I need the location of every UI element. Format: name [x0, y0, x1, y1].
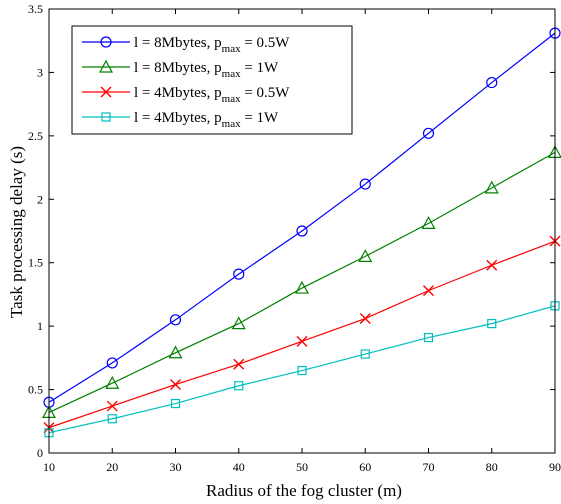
y-tick-label: 1.5	[28, 256, 43, 270]
data-point	[294, 280, 310, 294]
x-tick-label: 80	[486, 460, 498, 474]
y-axis-title: Task processing delay (s)	[7, 146, 26, 318]
data-point	[231, 316, 246, 330]
legend-label: l = 4Mbytes, pmax = 0.5W	[134, 85, 290, 105]
marker-stroke	[170, 379, 181, 390]
marker-stroke	[486, 259, 498, 271]
legend: l = 8Mbytes, pmax = 0.5W l = 8Mbytes, pma…	[71, 25, 353, 135]
series-line	[48, 32, 556, 403]
x-tick-label: 70	[423, 460, 435, 474]
marker-stroke	[106, 400, 118, 412]
legend-label: l = 8Mbytes, pmax = 0.5W	[134, 35, 290, 55]
legend-box	[71, 25, 353, 135]
data-point	[296, 225, 308, 237]
y-tick-label: 3	[37, 65, 43, 79]
legend-marker	[100, 86, 112, 98]
data-point	[358, 249, 373, 262]
legend-label: l = 8Mbytes, pmax = 1W	[134, 60, 279, 80]
legend-label: l = 4Mbytes, pmax = 1W	[134, 110, 279, 130]
x-axis-title: Radius of the fog cluster (m)	[206, 481, 402, 500]
data-point	[170, 379, 181, 390]
marker-stroke	[423, 285, 434, 297]
x-tick-label: 20	[106, 460, 118, 474]
data-point	[360, 349, 370, 359]
data-point	[486, 259, 498, 271]
x-tick-label: 90	[549, 460, 561, 474]
x-tick-label: 50	[296, 460, 308, 474]
y-tick-label: 1	[37, 319, 43, 333]
data-point	[421, 216, 436, 229]
series-layer	[41, 27, 561, 438]
marker-stroke	[296, 335, 308, 347]
data-point	[170, 398, 181, 409]
data-point	[105, 375, 120, 389]
data-point	[234, 381, 244, 391]
data-point	[107, 414, 117, 424]
data-point	[423, 332, 434, 343]
x-tick-label: 10	[43, 460, 55, 474]
data-point	[106, 400, 118, 412]
series-line	[48, 305, 556, 434]
marker-stroke	[233, 358, 245, 370]
data-point	[487, 319, 497, 329]
legend-entry-4: l = 4Mbytes, pmax = 1W	[82, 110, 279, 130]
data-point	[422, 127, 435, 139]
data-point	[484, 180, 499, 194]
legend-entry-2: l = 8Mbytes, pmax = 1W	[82, 59, 279, 80]
y-tick-label: 2.5	[28, 129, 43, 143]
legend-entry-3: l = 4Mbytes, pmax = 0.5W	[82, 85, 290, 105]
legend-marker	[101, 112, 111, 122]
legend-marker	[100, 36, 112, 48]
axes-layer: 10 20 30 40 50 60 70 80 90 0 0.5 1 1.5 2 2.5 3 3.5	[28, 2, 561, 474]
y-tick-label: 2	[37, 192, 43, 206]
x-tick-label: 60	[359, 460, 371, 474]
data-point	[359, 313, 371, 325]
legend-entry-1: l = 8Mbytes, pmax = 0.5W	[82, 35, 290, 55]
y-tick-label: 0.5	[28, 383, 43, 397]
data-point	[297, 365, 307, 376]
x-tick-label: 30	[170, 460, 182, 474]
data-point	[168, 345, 183, 359]
y-tick-label: 3.5	[28, 2, 43, 16]
data-point	[169, 314, 182, 326]
series-line	[48, 151, 556, 413]
marker-stroke	[359, 313, 371, 325]
data-point	[423, 285, 434, 297]
data-point	[486, 76, 498, 89]
legend-marker	[98, 59, 114, 73]
data-point	[296, 335, 308, 347]
marker-stroke	[100, 86, 112, 98]
data-point	[106, 357, 118, 369]
series-3	[43, 235, 561, 434]
data-point	[233, 358, 245, 370]
x-tick-label: 40	[233, 460, 245, 474]
y-tick-label: 0	[37, 446, 43, 460]
data-point	[233, 268, 245, 280]
data-point	[359, 178, 371, 190]
